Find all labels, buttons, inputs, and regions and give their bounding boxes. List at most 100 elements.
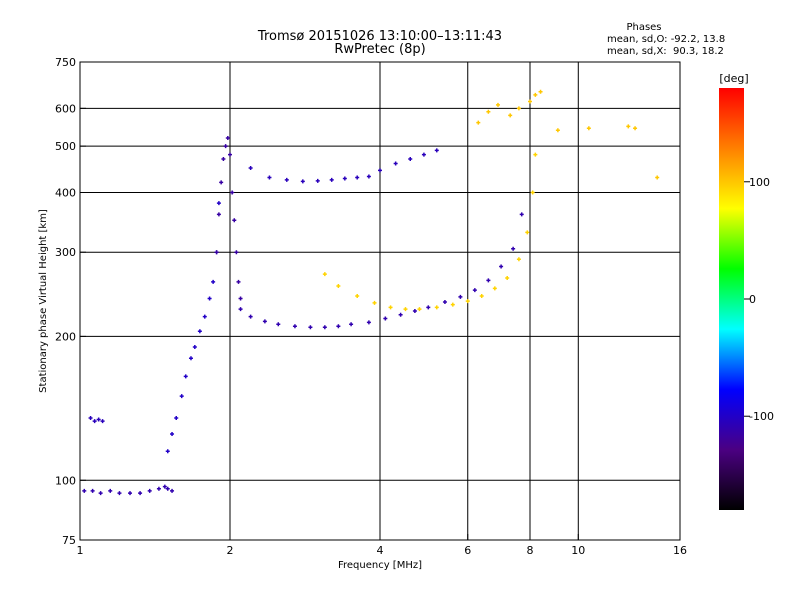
y-tick-label: 200 [55,330,76,343]
data-point [284,177,289,182]
x-tick-label: 2 [227,544,234,557]
data-point [403,307,408,312]
data-point [525,230,530,235]
data-point [516,106,521,111]
data-point [538,89,543,94]
y-tick-label: 300 [55,246,76,259]
chart-subtitle: RwPretec (8p) [334,42,425,57]
data-points [82,89,660,496]
data-point [388,305,393,310]
data-point [232,218,237,223]
series-f-layer-o-mode-trace [238,212,524,330]
y-tick-label: 75 [62,534,76,547]
data-point [165,449,170,454]
data-point [633,126,638,131]
colorbar-tick-label: 0 [749,293,756,306]
series-e-layer-echoes [82,484,175,496]
data-point [207,296,212,301]
data-point [308,325,313,330]
data-point [228,152,232,157]
data-point [262,319,267,324]
data-point [214,250,219,255]
series-f-layer-x-mode-trace [322,152,538,312]
data-point [170,488,175,493]
series-f-layer-o-mode-spike [214,136,243,301]
data-point [408,157,413,162]
colorbar-ticks: 100 0 -100 [744,176,774,423]
data-point [378,168,382,173]
data-point [128,491,133,496]
data-point [234,250,239,255]
data-point [322,325,327,330]
data-point [355,175,360,180]
data-point [655,175,660,180]
data-point [426,305,431,310]
data-point [292,324,297,329]
data-point [555,128,560,133]
data-point [82,488,87,493]
data-point [442,300,447,305]
data-point [216,201,221,206]
data-point [479,293,484,298]
x-tick-label: 4 [377,544,384,557]
data-point [230,190,235,195]
colorbar-tick-label: 100 [749,176,770,189]
stats-heading: Phases [626,22,661,33]
y-tick-label: 750 [55,56,76,69]
data-point [197,329,202,334]
data-point [216,212,221,217]
y-tick-label: 600 [55,102,76,115]
chart-title: Tromsø 20151026 13:10:00–13:11:43 [257,29,502,44]
data-point [372,300,377,305]
data-point [398,312,403,317]
data-point [315,178,320,183]
data-point [147,488,152,493]
data-point [238,296,243,301]
data-point [586,126,591,131]
data-point [516,257,521,262]
data-point [366,320,371,325]
data-point [336,283,341,288]
data-point [421,152,426,157]
data-point [322,272,327,277]
data-point [238,307,243,312]
data-point [495,102,500,107]
gridlines [80,62,680,540]
data-point [202,314,207,319]
data-point [476,120,481,125]
x-tick-label: 16 [673,544,687,557]
data-point [179,394,184,399]
colorbar [719,88,744,510]
data-point [355,293,360,298]
data-point [276,322,281,327]
data-point [434,305,439,310]
data-point [383,316,388,321]
data-point [533,92,538,97]
data-point [92,419,97,424]
data-point [505,275,510,280]
data-point [192,345,197,350]
axis-ticks: 1 2 4 6 8 10 16 75 100 200 300 400 500 600 750 [55,56,687,557]
data-point [450,302,455,307]
data-point [248,314,253,319]
data-point [458,294,463,299]
data-point [434,148,439,153]
x-tick-label: 1 [77,544,84,557]
data-point [533,152,538,157]
y-tick-label: 100 [55,474,76,487]
data-point [165,486,170,491]
data-point [117,491,122,496]
y-tick-label: 400 [55,186,76,199]
data-point [108,488,113,493]
data-point [267,175,272,180]
colorbar-tick-label: -100 [749,410,774,423]
series-f1-low-frequency-rise [165,201,221,454]
data-point [412,309,417,314]
data-point [393,161,398,166]
data-point [138,491,143,496]
data-point [499,264,504,269]
stats-line-x: mean, sd,X: 90.3, 18.2 [607,46,724,57]
data-point [174,415,179,420]
data-point [626,124,631,129]
